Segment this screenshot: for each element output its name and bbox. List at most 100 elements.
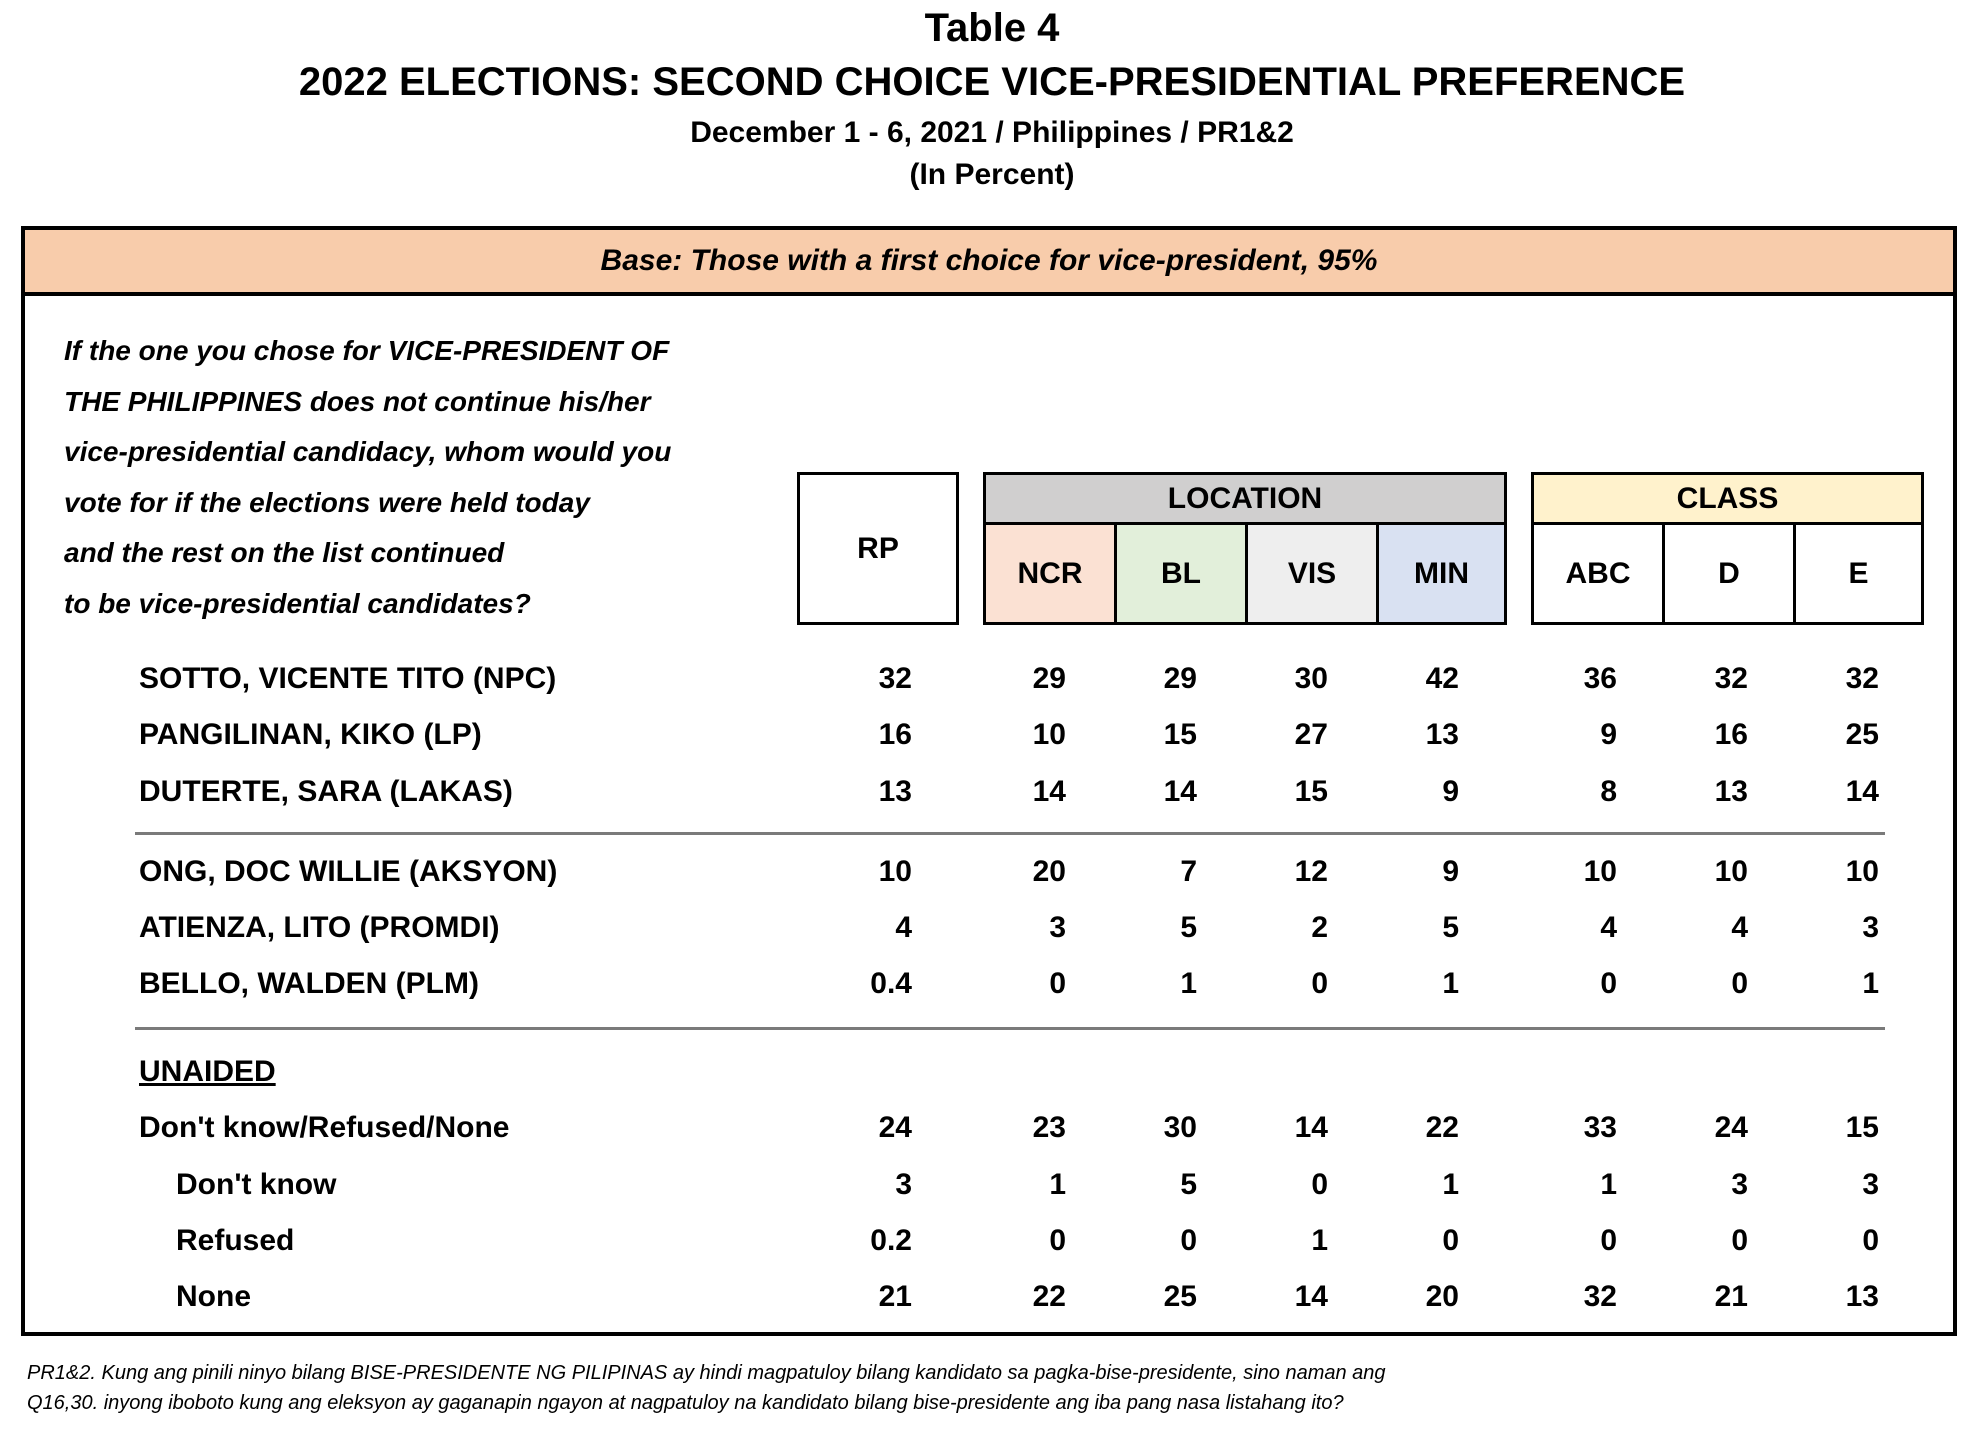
table-cell: 15 [1845, 1111, 1879, 1144]
table-cell: 10 [1845, 855, 1879, 888]
table-cell: 29 [1163, 662, 1197, 695]
table-cell: 3 [1862, 1168, 1879, 1201]
column-header-rp: RP [797, 472, 959, 625]
unaided-heading: UNAIDED [139, 1055, 276, 1088]
table-cell: 0 [1862, 1224, 1879, 1257]
table-cell: 14 [1032, 775, 1066, 808]
table-cell: 14 [1294, 1280, 1328, 1313]
table-cell: 21 [1714, 1280, 1748, 1313]
table-cell: 13 [878, 775, 912, 808]
question-line: and the rest on the list continued [64, 537, 505, 569]
footnote-line: Q16,30. inyong iboboto kung ang eleksyon… [27, 1392, 1344, 1414]
row-label: Refused [176, 1224, 295, 1257]
table-cell: 0 [1180, 1224, 1197, 1257]
table-cell: 1 [1049, 1168, 1066, 1201]
table-cell: 3 [1862, 911, 1879, 944]
table-cell: 0 [1049, 967, 1066, 1000]
table-cell: 42 [1425, 662, 1459, 695]
table-cell: 4 [1731, 911, 1748, 944]
table-cell: 4 [895, 911, 912, 944]
table-cell: 7 [1180, 855, 1197, 888]
table-cell: 1 [1862, 967, 1879, 1000]
question-line: vice-presidential candidacy, whom would … [64, 436, 672, 468]
table-cell: 9 [1442, 775, 1459, 808]
table-cell: 16 [878, 718, 912, 751]
question-line: vote for if the elections were held toda… [64, 486, 590, 518]
table-cell: 24 [1714, 1111, 1748, 1144]
column-header-bl: BL [1117, 525, 1248, 622]
table-cell: 8 [1600, 775, 1617, 808]
table-cell: 0 [1731, 1224, 1748, 1257]
table-cell: 10 [878, 855, 912, 888]
table-cell: 1 [1442, 1168, 1459, 1201]
table-cell: 29 [1032, 662, 1066, 695]
table-cell: 14 [1294, 1111, 1328, 1144]
table-cell: 25 [1845, 718, 1879, 751]
table-cell: 22 [1425, 1111, 1459, 1144]
question-line: to be vice-presidential candidates? [64, 587, 531, 619]
table-frame [21, 226, 1957, 1336]
table-cell: 0 [1731, 967, 1748, 1000]
table-cell: 9 [1600, 718, 1617, 751]
table-cell: 0 [1600, 1224, 1617, 1257]
location-group: LOCATION NCR BL VIS MIN [983, 472, 1507, 625]
table-cell: 21 [878, 1280, 912, 1313]
column-header-ncr: NCR [986, 525, 1117, 622]
table-cell: 30 [1163, 1111, 1197, 1144]
location-group-label: LOCATION [986, 475, 1504, 525]
table-cell: 10 [1583, 855, 1617, 888]
table-cell: 15 [1163, 718, 1197, 751]
table-cell: 1 [1311, 1224, 1328, 1257]
table-cell: 1 [1442, 967, 1459, 1000]
table-cell: 36 [1583, 662, 1617, 695]
question-line: THE PHILIPPINES does not continue his/he… [64, 385, 651, 417]
row-label: ATIENZA, LITO (PROMDI) [139, 911, 500, 944]
column-header-min: MIN [1379, 525, 1504, 622]
table-cell: 3 [895, 1168, 912, 1201]
table-cell: 27 [1294, 718, 1328, 751]
row-label: DUTERTE, SARA (LAKAS) [139, 775, 513, 808]
group-separator [135, 832, 1885, 835]
class-group-label: CLASS [1534, 475, 1921, 525]
table-cell: 3 [1049, 911, 1066, 944]
table-cell: 5 [1180, 1168, 1197, 1201]
table-cell: 12 [1294, 855, 1328, 888]
table-cell: 32 [1845, 662, 1879, 695]
column-header-vis: VIS [1248, 525, 1379, 622]
row-label: Don't know/Refused/None [139, 1111, 510, 1144]
row-label: None [176, 1280, 251, 1313]
row-label: ONG, DOC WILLIE (AKSYON) [139, 855, 558, 888]
row-label: Don't know [176, 1168, 337, 1201]
table-cell: 0 [1442, 1224, 1459, 1257]
table-cell: 0 [1311, 1168, 1328, 1201]
base-banner: Base: Those with a first choice for vice… [25, 230, 1953, 296]
table-cell: 4 [1600, 911, 1617, 944]
table-cell: 5 [1442, 911, 1459, 944]
table-cell: 13 [1425, 718, 1459, 751]
table-cell: 0.4 [870, 967, 912, 1000]
table-cell: 10 [1714, 855, 1748, 888]
table-cell: 3 [1731, 1168, 1748, 1201]
column-header-abc: ABC [1534, 525, 1665, 622]
table-cell: 1 [1180, 967, 1197, 1000]
table-cell: 0 [1049, 1224, 1066, 1257]
column-header-d: D [1665, 525, 1796, 622]
table-cell: 15 [1294, 775, 1328, 808]
row-label: SOTTO, VICENTE TITO (NPC) [139, 662, 557, 695]
footnote-line: PR1&2. Kung ang pinili ninyo bilang BISE… [27, 1362, 1386, 1384]
table-cell: 1 [1600, 1168, 1617, 1201]
row-label: PANGILINAN, KIKO (LP) [139, 718, 482, 751]
table-subtitle: December 1 - 6, 2021 / Philippines / PR1… [690, 116, 1294, 149]
table-cell: 20 [1032, 855, 1066, 888]
table-cell: 23 [1032, 1111, 1066, 1144]
row-label: BELLO, WALDEN (PLM) [139, 967, 479, 1000]
group-separator [135, 1027, 1885, 1030]
table-cell: 33 [1583, 1111, 1617, 1144]
table-cell: 0.2 [870, 1224, 912, 1257]
table-cell: 14 [1163, 775, 1197, 808]
table-cell: 13 [1714, 775, 1748, 808]
table-cell: 0 [1600, 967, 1617, 1000]
table-cell: 16 [1714, 718, 1748, 751]
table-cell: 24 [878, 1111, 912, 1144]
table-cell: 0 [1311, 967, 1328, 1000]
